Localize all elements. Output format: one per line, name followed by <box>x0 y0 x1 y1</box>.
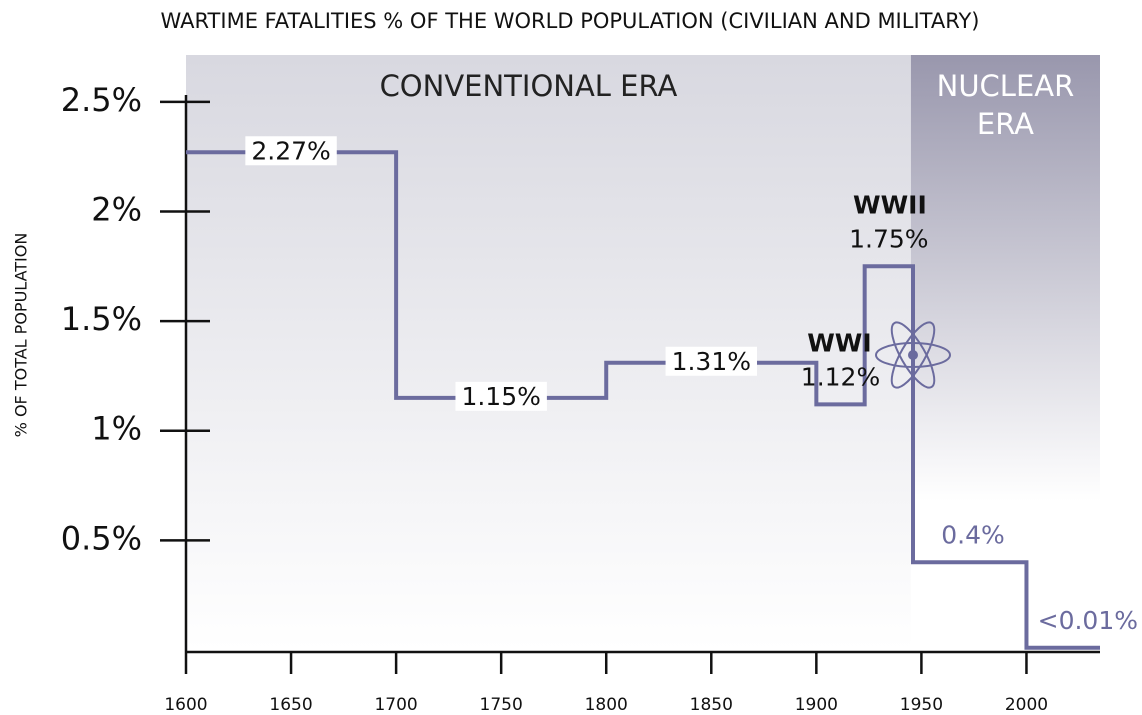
x-tick-label: 1900 <box>795 695 838 715</box>
event-label: WWII <box>853 190 927 219</box>
value-label: 1.31% <box>672 347 751 376</box>
label-bg <box>455 381 547 411</box>
y-tick-label: 0.5% <box>61 519 142 557</box>
label-bg <box>665 346 757 376</box>
atom-orbit <box>890 321 936 389</box>
x-tick-label: 2000 <box>1005 695 1048 715</box>
era-region <box>910 55 1100 650</box>
x-tick-label: 1750 <box>480 695 523 715</box>
label-bg <box>245 136 337 166</box>
x-tick-label: 1600 <box>164 695 207 715</box>
step-line <box>186 150 1100 650</box>
value-label: 1.75% <box>849 224 928 253</box>
y-tick-label: 1.5% <box>61 300 142 338</box>
event-label: WWI <box>807 328 871 357</box>
x-tick-label: 1950 <box>900 695 943 715</box>
y-tick-label: 1% <box>91 410 142 448</box>
value-label: 1.12% <box>801 362 880 391</box>
y-tick-label: 2% <box>91 190 142 228</box>
x-tick-label: 1800 <box>585 695 628 715</box>
value-label: <0.01% <box>1038 606 1138 635</box>
atom-orbit <box>890 321 936 389</box>
era-label: NUCLEAR <box>937 69 1075 103</box>
y-axis-label: % OF TOTAL POPULATION <box>12 233 31 438</box>
x-tick-label: 1850 <box>690 695 733 715</box>
value-label: 0.4% <box>941 520 1005 549</box>
value-label: 1.15% <box>461 382 540 411</box>
x-tick-label: 1650 <box>269 695 312 715</box>
era-label: ERA <box>977 107 1034 141</box>
y-tick-label: 2.5% <box>61 81 142 119</box>
era-label: CONVENTIONAL ERA <box>380 69 678 103</box>
value-label: 2.27% <box>251 136 330 165</box>
chart-title: WARTIME FATALITIES % OF THE WORLD POPULA… <box>161 9 980 33</box>
x-tick-label: 1700 <box>374 695 417 715</box>
